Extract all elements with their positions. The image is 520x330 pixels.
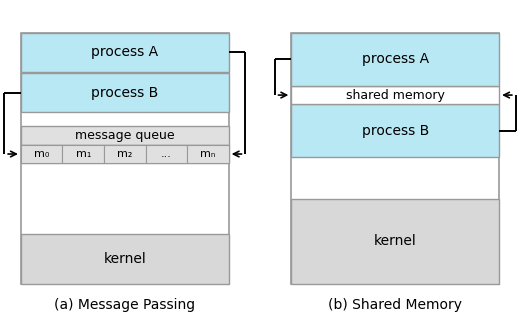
Bar <box>21 126 229 145</box>
Bar <box>21 73 229 112</box>
Text: ...: ... <box>161 149 172 159</box>
Bar <box>21 145 229 163</box>
Text: process B: process B <box>91 85 159 100</box>
Text: m₂: m₂ <box>117 149 133 159</box>
Bar <box>291 199 499 284</box>
Bar <box>146 145 187 163</box>
Text: mₙ: mₙ <box>200 149 216 159</box>
Text: (b) Shared Memory: (b) Shared Memory <box>328 298 462 312</box>
Bar <box>187 145 229 163</box>
Bar <box>21 234 229 284</box>
Text: process A: process A <box>91 46 159 59</box>
Text: process A: process A <box>361 52 429 66</box>
Bar <box>291 105 499 157</box>
Text: m₁: m₁ <box>75 149 91 159</box>
Bar <box>21 145 62 163</box>
Text: shared memory: shared memory <box>346 88 445 102</box>
Text: kernel: kernel <box>103 252 146 266</box>
Text: message queue: message queue <box>75 129 175 142</box>
Text: m₀: m₀ <box>34 149 49 159</box>
Text: process B: process B <box>361 124 429 138</box>
Bar <box>291 33 499 86</box>
Bar <box>291 86 499 105</box>
Bar <box>104 145 146 163</box>
Text: (a) Message Passing: (a) Message Passing <box>54 298 196 312</box>
Text: kernel: kernel <box>374 234 417 248</box>
Bar <box>62 145 104 163</box>
Bar <box>21 33 229 72</box>
Bar <box>291 33 499 284</box>
Bar <box>21 33 229 284</box>
